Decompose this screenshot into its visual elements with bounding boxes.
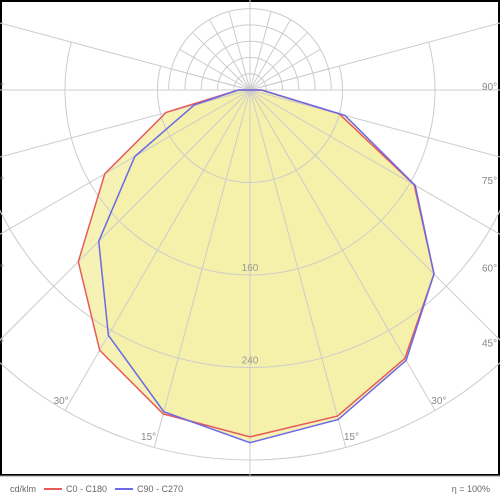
svg-text:60°: 60° <box>0 263 4 274</box>
svg-text:30°: 30° <box>54 396 69 407</box>
svg-text:15°: 15° <box>344 432 359 443</box>
svg-text:240: 240 <box>242 356 259 367</box>
svg-text:60°: 60° <box>482 263 497 274</box>
unit-label: cd/klm <box>10 484 36 494</box>
polar-chart-container: 15°15°30°30°45°45°60°60°75°75°90°90°105°… <box>0 0 500 500</box>
legend-swatch-c0 <box>44 488 62 490</box>
legend-swatch-c90 <box>115 488 133 490</box>
svg-text:75°: 75° <box>482 176 497 187</box>
efficiency-label: η = 100% <box>452 484 490 494</box>
legend-label-c0: C0 - C180 <box>66 484 107 494</box>
svg-text:160: 160 <box>242 263 259 274</box>
svg-text:90°: 90° <box>482 82 497 93</box>
legend-bar: cd/klm C0 - C180 C90 - C270 η = 100% <box>10 484 490 494</box>
legend-left: cd/klm C0 - C180 C90 - C270 <box>10 484 183 494</box>
legend-label-c90: C90 - C270 <box>137 484 183 494</box>
legend-item-c90: C90 - C270 <box>115 484 183 494</box>
svg-text:45°: 45° <box>482 338 497 349</box>
svg-text:75°: 75° <box>0 176 4 187</box>
svg-text:15°: 15° <box>141 432 156 443</box>
polar-chart-svg: 15°15°30°30°45°45°60°60°75°75°90°90°105°… <box>0 0 500 500</box>
svg-text:90°: 90° <box>0 82 4 93</box>
svg-text:30°: 30° <box>431 396 446 407</box>
svg-text:45°: 45° <box>0 338 4 349</box>
legend-item-c0: C0 - C180 <box>44 484 107 494</box>
